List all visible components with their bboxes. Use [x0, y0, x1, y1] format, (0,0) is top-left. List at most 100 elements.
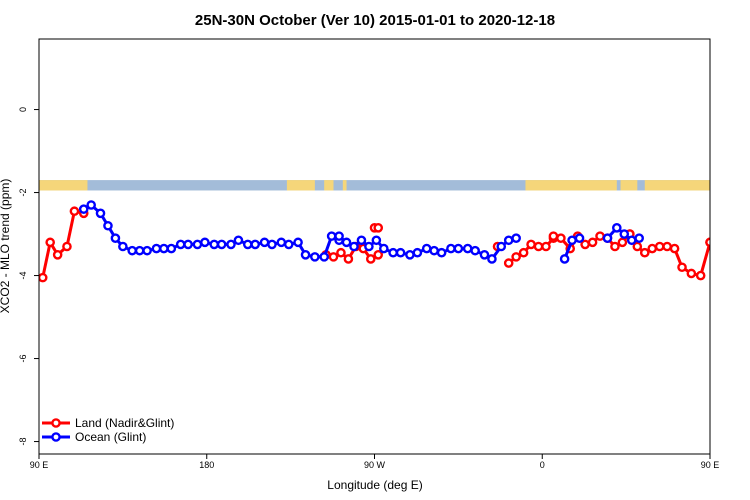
land-band: [644, 180, 710, 191]
ocean-point: [626, 235, 637, 246]
land-point: [734, 208, 741, 215]
ocean-point: [371, 235, 382, 246]
ocean-point: [300, 249, 311, 260]
ocean-point: [619, 229, 630, 239]
ocean-point: [503, 235, 514, 246]
ocean-point: [226, 239, 236, 250]
ocean-point: [319, 252, 329, 262]
ocean-band: [39, 180, 710, 191]
land-point: [617, 237, 628, 248]
legend-label-land: Land (Nadir&Glint): [75, 416, 174, 430]
x-axis-label: Longitude (deg E): [327, 478, 422, 492]
land-point: [587, 237, 598, 248]
land-point: [52, 249, 63, 260]
ocean-point: [283, 239, 294, 250]
y-tick-label: -2: [18, 189, 28, 197]
ocean-point: [192, 239, 203, 250]
land-band: [620, 180, 638, 191]
chart-title: 25N-30N October (Ver 10) 2015-01-01 to 2…: [195, 12, 555, 29]
land-point: [62, 241, 72, 252]
ocean-point: [267, 239, 277, 250]
ocean-point: [250, 239, 261, 250]
land-point: [705, 237, 710, 248]
land-point: [336, 247, 346, 258]
land-point: [677, 262, 687, 273]
land-band: [525, 180, 617, 191]
land-point: [533, 241, 544, 252]
land-point: [610, 241, 620, 252]
x-tick-label: 0: [540, 460, 545, 470]
land-point: [343, 254, 354, 264]
land-series: [39, 206, 741, 283]
land-band: [39, 180, 88, 191]
ocean-point: [395, 247, 406, 258]
ocean-point: [341, 237, 352, 248]
land-point: [511, 252, 521, 262]
ocean-point: [734, 208, 741, 215]
ocean-point: [479, 249, 490, 260]
land-line: [708, 242, 710, 245]
y-tick-label: -6: [18, 355, 28, 363]
ocean-point: [216, 239, 227, 250]
ocean-line: [738, 205, 750, 253]
ocean-point: [462, 243, 473, 254]
land-point: [662, 241, 672, 252]
ocean-point: [379, 243, 389, 254]
ocean-point: [356, 235, 367, 246]
ocean-point: [276, 237, 287, 248]
ocean-point: [183, 239, 193, 250]
ocean-point: [496, 241, 507, 252]
x-tick-label: 90 E: [701, 460, 720, 470]
land-point: [541, 241, 551, 252]
ocean-point: [412, 247, 423, 258]
land-point: [669, 243, 680, 254]
ocean-point: [574, 233, 585, 243]
land-point: [328, 252, 339, 262]
ocean-point: [127, 245, 137, 256]
land-ocean-strip: [39, 180, 710, 191]
ocean-point: [349, 241, 359, 252]
legend-label-ocean: Ocean (Glint): [75, 430, 146, 444]
ocean-point: [567, 235, 577, 246]
land-band: [286, 180, 315, 191]
ocean-point: [388, 247, 398, 258]
ocean-point: [142, 245, 152, 256]
land-point: [580, 239, 590, 250]
land-point: [595, 231, 605, 241]
ocean-point: [612, 223, 622, 233]
land-point: [725, 243, 732, 250]
land-point: [556, 233, 566, 243]
plot-frame: [38, 38, 711, 455]
land-band: [324, 180, 334, 191]
land-point: [548, 231, 559, 241]
ocean-point: [233, 235, 244, 246]
land-point: [654, 241, 665, 252]
legend: Land (Nadir&Glint)Ocean (Glint): [42, 416, 174, 444]
ocean-point: [134, 245, 145, 256]
ocean-point: [436, 247, 447, 258]
land-band: [342, 180, 347, 191]
y-axis-label: XCO2 - MLO trend (ppm): [0, 179, 12, 314]
ocean-point: [151, 243, 162, 254]
y-tick-label: 0: [18, 107, 28, 112]
land-point: [518, 247, 529, 258]
ocean-point: [742, 203, 749, 210]
land-point: [39, 272, 48, 283]
land-point: [45, 237, 55, 248]
x-tick-label: 90 E: [30, 460, 49, 470]
ocean-point: [110, 233, 121, 243]
ocean-point: [159, 243, 169, 254]
ocean-point: [175, 239, 186, 250]
land-point: [503, 258, 514, 268]
axes: 90 E 180 90 W 0 90 E 0 -2 -4 -6 -8: [18, 107, 719, 470]
ocean-point: [326, 231, 337, 241]
land-point: [365, 254, 376, 264]
ocean-series: [78, 200, 750, 264]
ocean-point: [487, 254, 497, 264]
ocean-point: [405, 249, 415, 260]
ocean-point: [118, 241, 128, 252]
land-point: [639, 247, 650, 258]
ocean-point: [166, 243, 177, 254]
x-tick-label: 180: [199, 460, 214, 470]
